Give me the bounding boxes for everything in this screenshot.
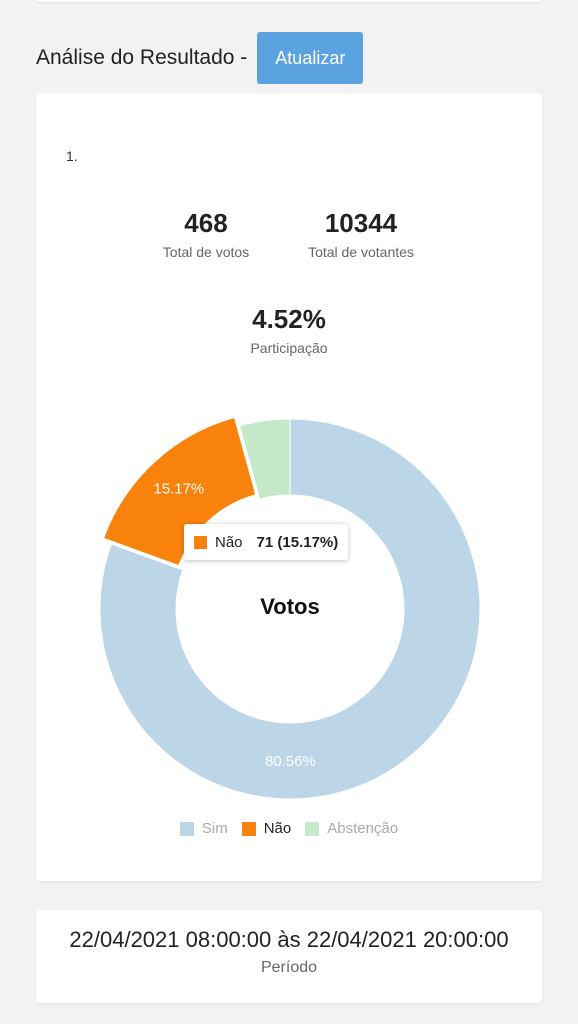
period-value: 22/04/2021 08:00:00 às 22/04/2021 20:00:… [69,927,509,952]
legend-item-sim[interactable]: Sim [179,820,228,837]
result-card: 1. 468 Total de votos 10344 Total de vot… [36,93,542,881]
slice-label-não: 15.17% [153,480,204,497]
total-voters-stat: 10344 Total de votantes [298,208,424,260]
legend-label: Abstenção [327,820,399,837]
chart-tooltip: Não 71 (15.17%) [184,524,349,560]
total-voters-label: Total de votantes [308,244,414,260]
tooltip-label: Não [215,533,243,551]
result-header: Análise do Resultado - Atualizar [36,32,364,84]
legend-label: Sim [201,820,228,837]
legend-item-não[interactable]: Não [241,820,292,837]
item-number: 1. [66,148,78,164]
legend-swatch [179,821,194,836]
legend-item-abstenção[interactable]: Abstenção [305,820,398,837]
legend-swatch [305,821,320,836]
votes-donut-chart[interactable]: 80.56% 15.17% [36,93,542,881]
period-card: 22/04/2021 08:00:00 às 22/04/2021 20:00:… [36,910,542,1003]
total-votes-stat: 468 Total de votos [146,208,266,260]
total-votes-label: Total de votos [162,244,250,260]
period-label: Período [260,959,318,976]
slice-abstenção[interactable] [238,418,291,500]
participation-value: 4.52% [252,304,326,334]
tooltip-value: 71 (15.17%) [256,533,339,551]
legend-label: Não [263,820,292,837]
refresh-button[interactable]: Atualizar [257,32,364,84]
chart-legend: Sim Não Abstenção [36,820,542,837]
tooltip-swatch [194,535,207,549]
chart-center-title: Votos [260,594,320,619]
previous-card [36,0,542,2]
page-title: Análise do Resultado - [36,46,248,69]
total-votes-value: 468 [184,208,228,238]
total-voters-value: 10344 [324,208,398,238]
slice-sim[interactable] [99,418,481,800]
participation-label: Participação [250,340,328,356]
participation-stat: 4.52% Participação [229,304,349,356]
slice-label-sim: 80.56% [265,753,316,770]
legend-swatch [241,821,256,836]
